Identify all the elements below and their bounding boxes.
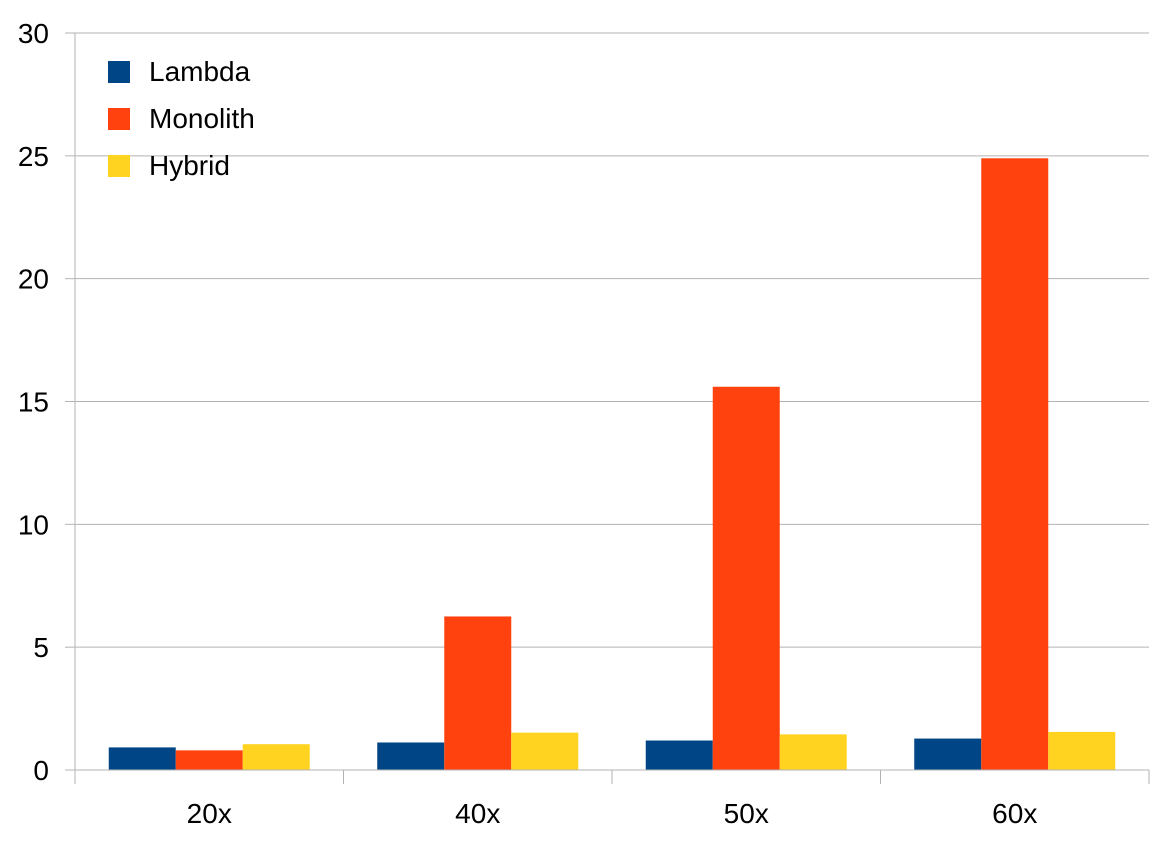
legend-label-hybrid: Hybrid (149, 150, 230, 181)
y-tick-label: 15 (18, 387, 49, 418)
y-tick-label: 20 (18, 264, 49, 295)
bar-lambda-60x (914, 738, 982, 770)
x-tick-label: 50x (724, 798, 769, 829)
y-tick-label: 5 (33, 632, 49, 663)
bar-monolith-50x (712, 386, 780, 770)
legend-swatch-monolith (108, 108, 130, 130)
x-tick-label: 60x (992, 798, 1037, 829)
bar-lambda-20x (108, 747, 176, 770)
bar-monolith-60x (981, 158, 1049, 771)
y-tick-labels: 0 5 10 15 20 25 30 (18, 18, 49, 786)
bar-hybrid-40x (511, 732, 579, 770)
gridlines (75, 32, 1149, 648)
bar-monolith-40x (444, 616, 512, 770)
x-tick-label: 20x (187, 798, 232, 829)
legend-label-monolith: Monolith (149, 103, 255, 134)
bar-monolith-20x (175, 750, 243, 770)
bar-hybrid-20x (242, 744, 310, 770)
y-tick-label: 0 (33, 755, 49, 786)
y-tick-label: 25 (18, 141, 49, 172)
legend-swatch-hybrid (108, 155, 130, 177)
legend: Lambda Monolith Hybrid (108, 56, 255, 181)
bar-lambda-50x (645, 740, 713, 770)
y-tick-label: 30 (18, 18, 49, 49)
legend-label-lambda: Lambda (149, 56, 251, 87)
axes (65, 32, 1150, 784)
bar-lambda-40x (377, 742, 445, 770)
bars (108, 158, 1116, 771)
bar-hybrid-50x (779, 734, 847, 770)
x-tick-labels: 20x 40x 50x 60x (187, 798, 1038, 829)
x-tick-label: 40x (455, 798, 500, 829)
y-tick-label: 10 (18, 509, 49, 540)
legend-swatch-lambda (108, 61, 130, 83)
bar-hybrid-60x (1048, 731, 1116, 770)
